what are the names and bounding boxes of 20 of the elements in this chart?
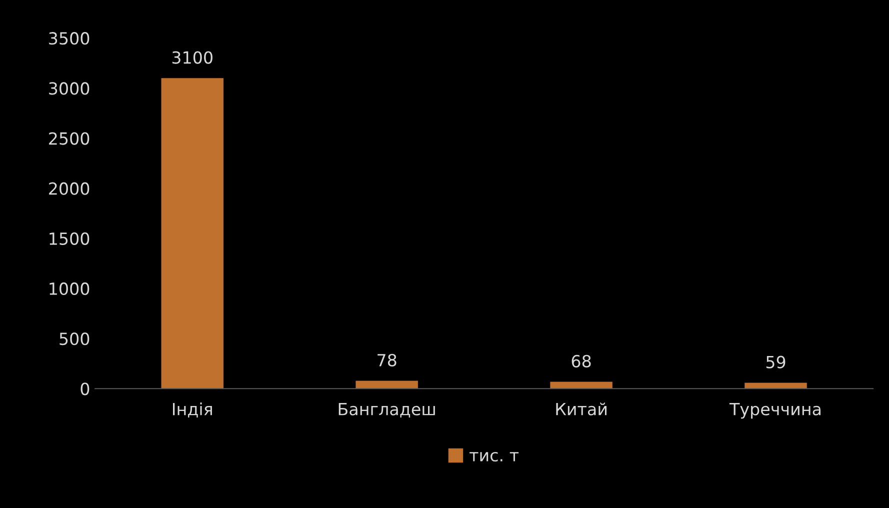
x-tick-label: Туреччина <box>729 403 821 419</box>
y-tick-label: 3000 <box>49 82 90 95</box>
x-tick-label: Бангладеш <box>338 403 435 418</box>
y-tick-label: 3500 <box>49 32 90 45</box>
data-label: 78 <box>378 354 396 366</box>
x-tick-label: Індія <box>172 402 212 418</box>
y-tick-label: 1000 <box>50 282 90 296</box>
legend-label: тис. т <box>470 452 519 462</box>
bar <box>161 78 224 389</box>
y-tick-label: 1500 <box>50 232 90 245</box>
y-tick-label: 500 <box>60 332 90 346</box>
data-label: 68 <box>572 354 591 368</box>
y-tick-label: 2500 <box>49 132 90 145</box>
y-tick-label: 2000 <box>49 182 90 195</box>
bar <box>744 382 807 389</box>
bar <box>356 380 418 389</box>
data-label: 3100 <box>172 51 212 64</box>
x-tick-label: Китай <box>556 402 606 416</box>
data-label: 59 <box>766 356 786 368</box>
y-tick-label: 0 <box>80 382 90 396</box>
